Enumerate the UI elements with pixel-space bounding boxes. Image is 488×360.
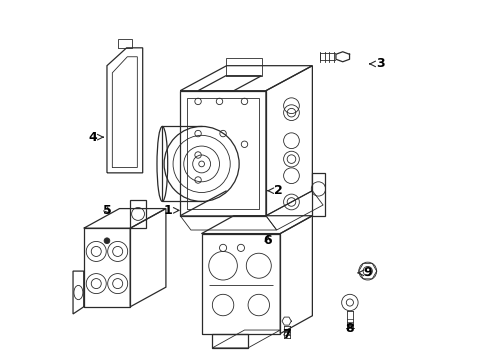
- Text: 2: 2: [267, 184, 282, 197]
- Text: 4: 4: [88, 131, 103, 144]
- Circle shape: [104, 238, 110, 244]
- Text: 7: 7: [282, 328, 290, 341]
- Text: 3: 3: [369, 57, 384, 71]
- Text: 5: 5: [102, 204, 111, 217]
- Text: 6: 6: [263, 234, 271, 247]
- Text: 1: 1: [163, 204, 179, 217]
- Text: 9: 9: [357, 266, 371, 279]
- Text: 8: 8: [345, 322, 353, 335]
